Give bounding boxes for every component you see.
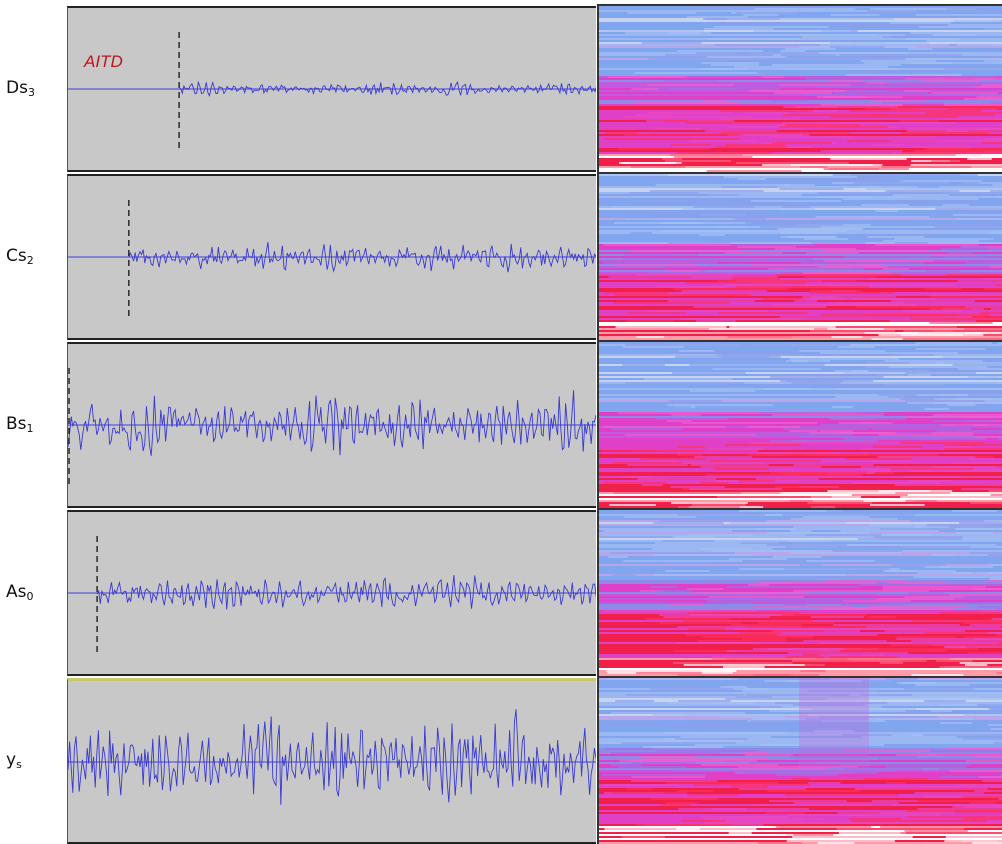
spectrogram-image: [599, 6, 1002, 172]
waveform-panel-as0: [67, 510, 596, 676]
spectrogram-panel-as0: [597, 508, 1002, 676]
spectrogram-image: [599, 510, 1002, 676]
row-label-main: Cs: [6, 246, 27, 266]
waveform-panel-ds3: [67, 6, 596, 172]
spectrogram-panel-cs2: [597, 172, 1002, 340]
waveform-plot: [68, 709, 596, 805]
waveform-panel-ys: [67, 678, 596, 844]
row-label-subscript: 2: [26, 254, 34, 267]
row-label-cs2: Cs2: [6, 246, 64, 267]
waveform-plot: [68, 368, 596, 486]
row-label-subscript: 3: [27, 86, 35, 99]
row-label-subscript: 1: [26, 422, 34, 435]
spectrogram-panel-ys: [597, 676, 1002, 844]
spectrogram-panel-ds3: [597, 4, 1002, 172]
row-label-subscript: 0: [26, 590, 34, 603]
waveform-trace: [128, 241, 596, 273]
waveform-panel-cs2: [67, 174, 596, 340]
aitd-annotation: AITD: [84, 52, 123, 71]
spectrogram-image: [599, 342, 1002, 508]
row-label-main: y: [6, 750, 17, 770]
spectrogram-image: [599, 174, 1002, 340]
row-label-main: Ds: [6, 78, 28, 98]
waveform-trace: [178, 80, 596, 98]
row-label-ds3: Ds3: [6, 78, 64, 99]
waveform-trace: [68, 709, 596, 805]
row-label-ys: ys: [6, 750, 64, 771]
row-label-main: As: [6, 582, 27, 602]
spectrogram-panel-bs1: [597, 340, 1002, 508]
spectrogram-image: [599, 678, 1002, 844]
row-label-bs1: Bs1: [6, 414, 64, 435]
row-label-subscript: s: [16, 758, 22, 771]
row-label-main: Bs: [6, 414, 27, 434]
waveform-trace: [96, 575, 596, 610]
waveform-plot: [68, 536, 596, 654]
waveform-trace: [68, 390, 596, 456]
row-label-as0: As0: [6, 582, 64, 603]
waveform-plot: [68, 200, 596, 318]
waveform-panel-bs1: [67, 342, 596, 508]
waveform-plot: [68, 32, 596, 150]
